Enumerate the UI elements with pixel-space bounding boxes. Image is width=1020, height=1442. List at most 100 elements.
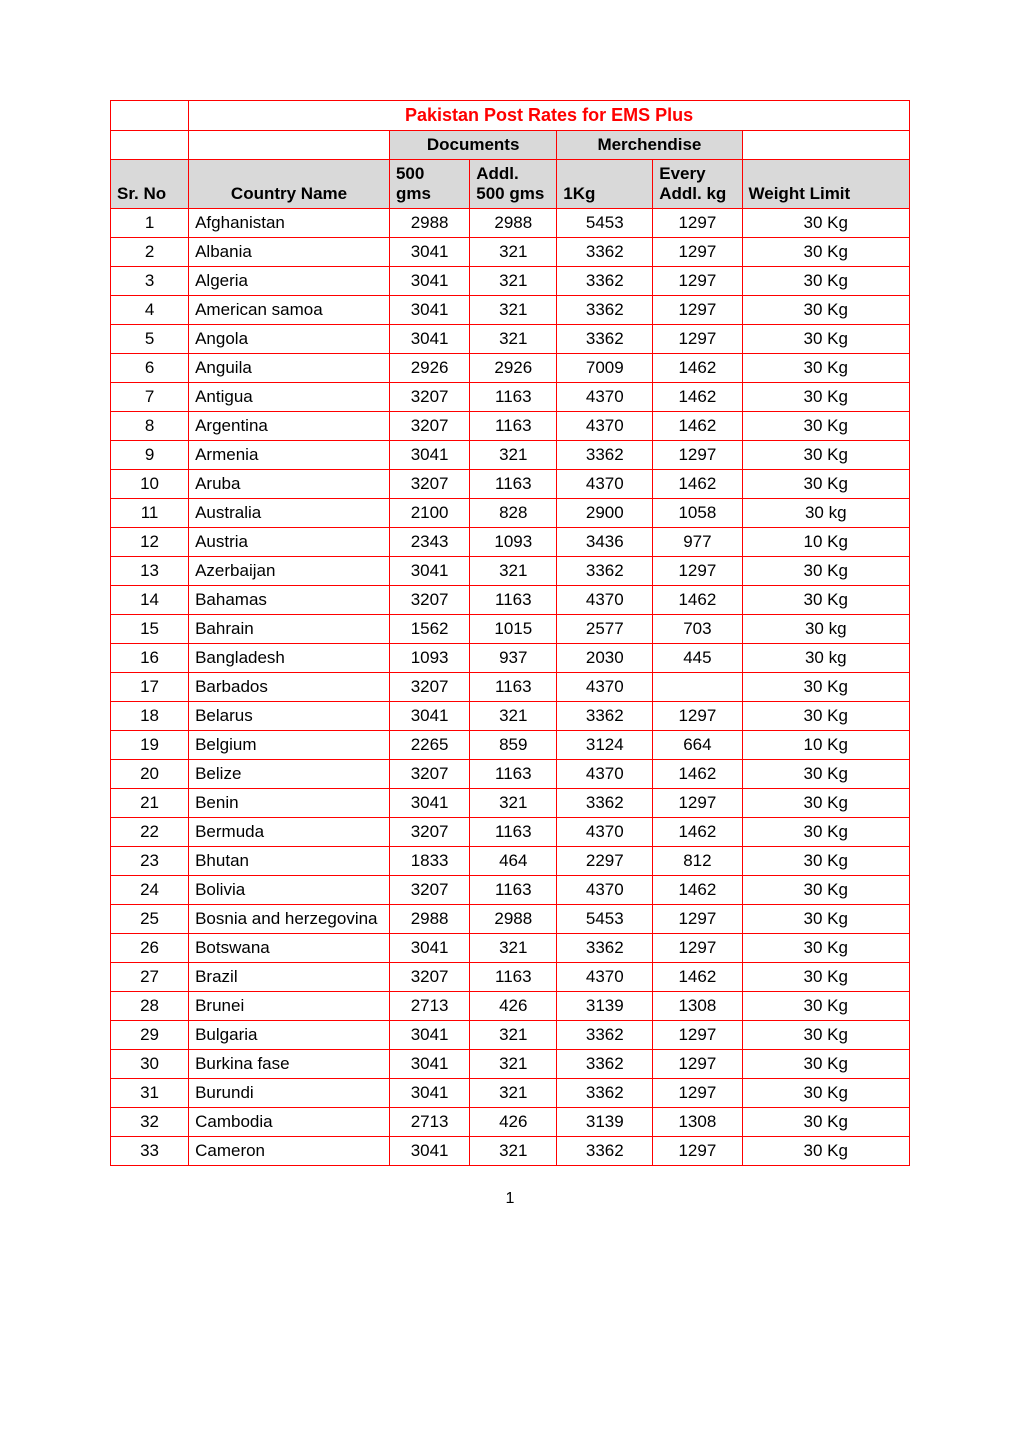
cell-country: Bahamas: [189, 586, 390, 615]
cell-country: Bangladesh: [189, 644, 390, 673]
cell-country: Burkina fase: [189, 1050, 390, 1079]
cell-500gms: 3041: [389, 1137, 469, 1166]
cell-addl500: 321: [470, 1079, 557, 1108]
cell-500gms: 3041: [389, 238, 469, 267]
cell-country: American samoa: [189, 296, 390, 325]
cell-500gms: 2988: [389, 905, 469, 934]
table-row: 31Burundi30413213362129730 Kg: [111, 1079, 910, 1108]
cell-srno: 13: [111, 557, 189, 586]
cell-limit: 30 Kg: [742, 905, 909, 934]
table-row: 20Belize320711634370146230 Kg: [111, 760, 910, 789]
cell-1kg: 3362: [557, 267, 653, 296]
cell-limit: 30 Kg: [742, 441, 909, 470]
cell-500gms: 3041: [389, 934, 469, 963]
cell-srno: 12: [111, 528, 189, 557]
cell-srno: 29: [111, 1021, 189, 1050]
cell-limit: 10 Kg: [742, 528, 909, 557]
col-every: Every Addl. kg: [653, 160, 742, 209]
cell-addl500: 321: [470, 1021, 557, 1050]
table-row: 1Afghanistan298829885453129730 Kg: [111, 209, 910, 238]
cell-every: 703: [653, 615, 742, 644]
cell-srno: 27: [111, 963, 189, 992]
table-row: 4American samoa30413213362129730 Kg: [111, 296, 910, 325]
table-row: 21Benin30413213362129730 Kg: [111, 789, 910, 818]
table-row: 22Bermuda320711634370146230 Kg: [111, 818, 910, 847]
cell-country: Austria: [189, 528, 390, 557]
col-500gms: 500 gms: [389, 160, 469, 209]
cell-addl500: 321: [470, 238, 557, 267]
cell-addl500: 1163: [470, 673, 557, 702]
group-documents: Documents: [389, 131, 556, 160]
cell-srno: 7: [111, 383, 189, 412]
cell-500gms: 3207: [389, 412, 469, 441]
cell-limit: 30 Kg: [742, 1108, 909, 1137]
cell-country: Brunei: [189, 992, 390, 1021]
cell-every: 1462: [653, 876, 742, 905]
table-row: 18Belarus30413213362129730 Kg: [111, 702, 910, 731]
cell-country: Aruba: [189, 470, 390, 499]
cell-1kg: 3362: [557, 702, 653, 731]
table-row: 8Argentina320711634370146230 Kg: [111, 412, 910, 441]
rates-table: Pakistan Post Rates for EMS Plus Documen…: [110, 100, 910, 1166]
table-row: 11Australia21008282900105830 kg: [111, 499, 910, 528]
cell-addl500: 1163: [470, 470, 557, 499]
cell-every: 1297: [653, 296, 742, 325]
cell-addl500: 2988: [470, 905, 557, 934]
table-row: 33Cameron30413213362129730 Kg: [111, 1137, 910, 1166]
cell-1kg: 4370: [557, 586, 653, 615]
cell-country: Bermuda: [189, 818, 390, 847]
table-row: 19Belgium2265859312466410 Kg: [111, 731, 910, 760]
cell-500gms: 3207: [389, 470, 469, 499]
cell-country: Cameron: [189, 1137, 390, 1166]
cell-country: Azerbaijan: [189, 557, 390, 586]
cell-500gms: 2713: [389, 992, 469, 1021]
table-row: 26Botswana30413213362129730 Kg: [111, 934, 910, 963]
cell-every: 1462: [653, 963, 742, 992]
title-row: Pakistan Post Rates for EMS Plus: [111, 101, 910, 131]
cell-500gms: 3041: [389, 702, 469, 731]
cell-1kg: 4370: [557, 383, 653, 412]
cell-addl500: 464: [470, 847, 557, 876]
cell-srno: 15: [111, 615, 189, 644]
cell-500gms: 1833: [389, 847, 469, 876]
cell-500gms: 2265: [389, 731, 469, 760]
cell-country: Albania: [189, 238, 390, 267]
cell-every: 1297: [653, 1079, 742, 1108]
cell-every: 1297: [653, 325, 742, 354]
cell-1kg: 4370: [557, 963, 653, 992]
cell-1kg: 3362: [557, 238, 653, 267]
table-row: 7Antigua320711634370146230 Kg: [111, 383, 910, 412]
cell-1kg: 4370: [557, 470, 653, 499]
cell-addl500: 1163: [470, 818, 557, 847]
cell-every: 1058: [653, 499, 742, 528]
cell-1kg: 2297: [557, 847, 653, 876]
cell-srno: 24: [111, 876, 189, 905]
cell-srno: 25: [111, 905, 189, 934]
group-merchendise: Merchendise: [557, 131, 742, 160]
cell-srno: 9: [111, 441, 189, 470]
cell-addl500: 321: [470, 1050, 557, 1079]
cell-1kg: 3362: [557, 296, 653, 325]
cell-every: 1297: [653, 209, 742, 238]
cell-country: Benin: [189, 789, 390, 818]
table-row: 3Algeria30413213362129730 Kg: [111, 267, 910, 296]
cell-srno: 6: [111, 354, 189, 383]
cell-srno: 28: [111, 992, 189, 1021]
cell-country: Botswana: [189, 934, 390, 963]
cell-srno: 8: [111, 412, 189, 441]
cell-addl500: 1163: [470, 760, 557, 789]
table-row: 9Armenia30413213362129730 Kg: [111, 441, 910, 470]
group-header-row: Documents Merchendise: [111, 131, 910, 160]
cell-srno: 30: [111, 1050, 189, 1079]
cell-limit: 30 Kg: [742, 789, 909, 818]
cell-500gms: 3041: [389, 1021, 469, 1050]
cell-country: Australia: [189, 499, 390, 528]
cell-limit: 30 Kg: [742, 267, 909, 296]
table-row: 17Barbados32071163437030 Kg: [111, 673, 910, 702]
cell-1kg: 5453: [557, 209, 653, 238]
cell-limit: 30 Kg: [742, 470, 909, 499]
cell-500gms: 3207: [389, 876, 469, 905]
cell-addl500: 1163: [470, 586, 557, 615]
cell-500gms: 2100: [389, 499, 469, 528]
col-srno: Sr. No: [111, 160, 189, 209]
